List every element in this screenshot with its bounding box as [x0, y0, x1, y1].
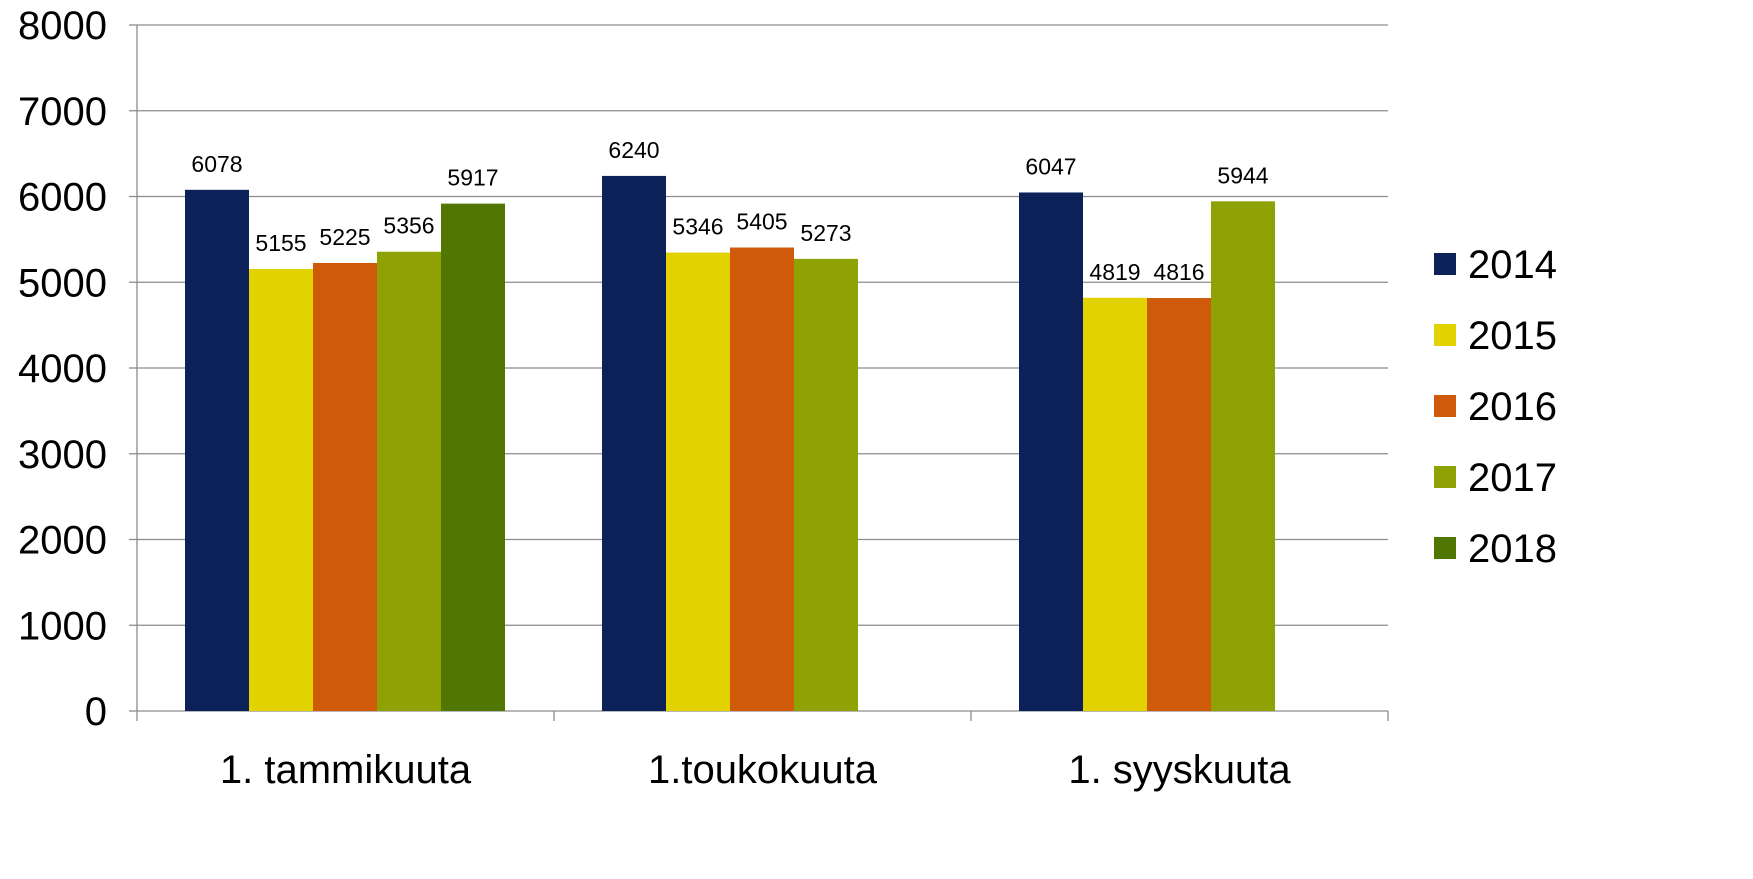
bar — [1083, 297, 1147, 711]
data-label: 6047 — [1025, 153, 1076, 179]
legend-label: 2015 — [1468, 314, 1557, 358]
data-label: 5346 — [672, 214, 723, 240]
bar — [377, 251, 441, 711]
legend-swatch — [1434, 395, 1456, 417]
data-label: 5155 — [255, 230, 306, 256]
legend-label: 2014 — [1468, 243, 1557, 287]
bar — [313, 262, 377, 711]
bar — [794, 258, 858, 711]
legend-label: 2017 — [1468, 456, 1557, 500]
data-labels: 6078 5155 5225 5356 5917 6240 5346 5405 5273 6047… — [191, 137, 1268, 285]
data-label: 4816 — [1153, 259, 1204, 285]
data-label: 5405 — [736, 209, 787, 235]
bar — [730, 247, 794, 712]
y-tick-label: 0 — [85, 690, 107, 734]
bar — [602, 175, 666, 712]
y-tick-label: 7000 — [18, 90, 107, 134]
x-tick-label: 1. tammikuuta — [220, 748, 472, 792]
legend-label: 2016 — [1468, 385, 1557, 429]
data-label: 4819 — [1089, 259, 1140, 285]
bar — [1147, 298, 1211, 711]
legend-swatch — [1434, 537, 1456, 559]
y-tick-label: 5000 — [18, 261, 107, 305]
bars — [185, 175, 1275, 712]
x-tick-label: 1. syyskuuta — [1068, 748, 1291, 792]
data-label: 5944 — [1217, 162, 1268, 188]
y-tick-label: 2000 — [18, 519, 107, 563]
bar — [1211, 201, 1275, 711]
legend-label: 2018 — [1468, 527, 1557, 571]
y-tick-label: 3000 — [18, 433, 107, 477]
data-label: 6078 — [191, 151, 242, 177]
legend-swatch — [1434, 466, 1456, 488]
bar — [666, 252, 730, 711]
legend-swatch — [1434, 253, 1456, 275]
x-tick-label: 1.toukokuuta — [648, 748, 878, 792]
data-label: 6240 — [608, 137, 659, 163]
legend-swatch — [1434, 324, 1456, 346]
bar — [1019, 192, 1083, 712]
bar — [441, 203, 505, 711]
y-tick-label: 6000 — [18, 176, 107, 220]
data-label: 5225 — [319, 224, 370, 250]
bar — [185, 189, 249, 711]
bar — [249, 268, 313, 711]
data-label: 5356 — [383, 213, 434, 239]
legend: 2014 2015 2016 2017 2018 — [1434, 243, 1557, 571]
y-tick-label: 4000 — [18, 347, 107, 391]
data-label: 5917 — [447, 165, 498, 191]
y-tick-label: 1000 — [18, 604, 107, 648]
data-label: 5273 — [800, 220, 851, 246]
y-tick-label: 8000 — [18, 4, 107, 48]
axes: 0 1000 2000 3000 4000 5000 6000 7000 8000 1. tamm… — [18, 4, 1389, 792]
